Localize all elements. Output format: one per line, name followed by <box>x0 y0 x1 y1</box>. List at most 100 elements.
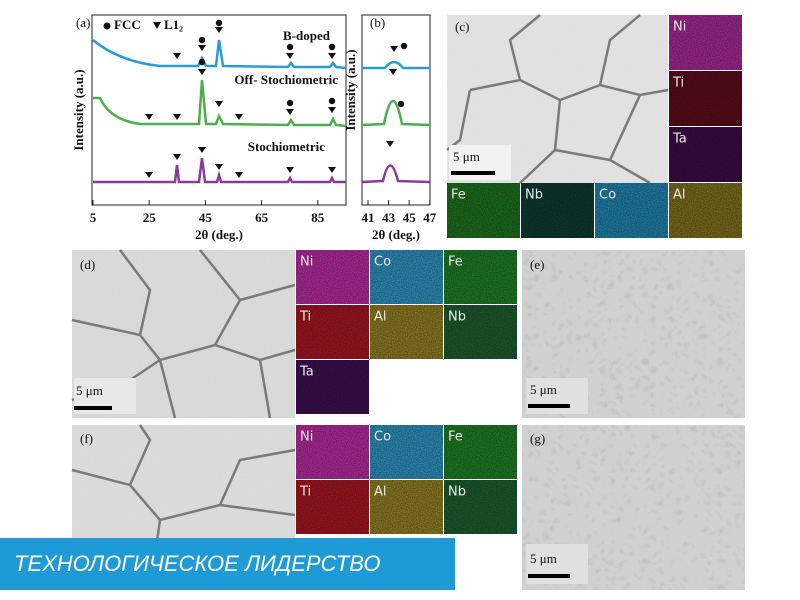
map-texture <box>370 250 443 304</box>
peak-marker <box>215 19 223 27</box>
grain-boundary <box>71 424 296 591</box>
peak-marker <box>215 101 223 107</box>
peak-marker <box>286 167 294 173</box>
element-label: Nb <box>448 310 466 325</box>
element-label: Ta <box>299 365 314 380</box>
map-texture <box>370 425 443 479</box>
x-tick-label: 43 <box>382 210 396 225</box>
peak-marker <box>397 100 405 108</box>
peak-marker <box>215 27 223 33</box>
map-texture <box>296 250 369 304</box>
panel-label: (f) <box>80 431 93 446</box>
x-tick-label: 5 <box>90 210 97 225</box>
scale-label: 5 μm <box>453 149 480 164</box>
peak-marker <box>173 154 181 160</box>
map-texture <box>669 183 742 238</box>
map-texture <box>296 305 369 359</box>
element-label: Ti <box>299 485 311 500</box>
panel-label: (e) <box>530 257 544 272</box>
peak-marker <box>235 114 243 120</box>
peak-marker <box>286 109 294 115</box>
xrd-trace <box>93 79 347 128</box>
map-texture <box>595 183 668 238</box>
banner <box>0 538 455 590</box>
peak-marker <box>173 53 181 59</box>
element-label: Ti <box>299 310 311 325</box>
element-label: Nb <box>525 188 543 203</box>
map-texture <box>669 15 742 70</box>
panel-label: (g) <box>530 431 545 446</box>
peak-marker <box>328 167 336 173</box>
element-maps: Ni Ti Ta Fe Nb Co Al Ni Co Fe Ti Al Nb Ta Ni Co Fe Ti Al Nb <box>296 15 742 534</box>
plot-frame <box>91 14 347 206</box>
peak-marker <box>198 69 206 75</box>
x-tick-label: 47 <box>423 210 437 225</box>
y-axis-label: Intensity (a.u.) <box>343 49 358 130</box>
map-texture <box>521 183 594 238</box>
legend-label: FCC <box>114 17 141 32</box>
map-texture <box>370 480 443 534</box>
peak-marker <box>386 141 394 147</box>
peak-marker <box>198 58 206 66</box>
map-texture <box>444 480 517 534</box>
element-label: Ti <box>672 76 684 91</box>
x-axis-label: 2θ (deg.) <box>372 227 420 242</box>
peak-marker <box>173 114 181 120</box>
peak-marker <box>198 36 206 44</box>
xrd-trace <box>362 60 430 70</box>
x-tick-label: 85 <box>311 210 325 225</box>
xrd-trace <box>361 164 431 184</box>
xrd-trace <box>361 100 431 127</box>
map-texture <box>444 250 517 304</box>
xrd-trace <box>92 39 347 70</box>
peak-marker <box>145 172 153 178</box>
element-label: Nb <box>448 485 466 500</box>
x-tick-label: 45 <box>199 210 213 225</box>
legend-label: L1₂ <box>164 17 183 32</box>
element-label: Ni <box>673 20 686 35</box>
peak-marker <box>390 46 398 52</box>
legend-symbol <box>103 22 111 30</box>
peak-marker <box>389 69 397 75</box>
trace-label: Stochiometric <box>248 139 325 154</box>
element-label: Co <box>599 188 616 203</box>
peak-marker <box>400 42 408 50</box>
map-texture <box>296 360 369 414</box>
x-tick-label: 65 <box>255 210 269 225</box>
element-label: Al <box>374 310 387 325</box>
map-texture <box>444 305 517 359</box>
x-tick-label: 25 <box>143 210 157 225</box>
map-texture <box>669 71 742 126</box>
peak-marker <box>328 43 336 51</box>
panel-label: (a) <box>76 15 90 30</box>
element-label: Fe <box>448 255 463 270</box>
trace-label: Off- Stochiometric <box>234 72 338 87</box>
scale-label: 5 μm <box>76 383 103 398</box>
panel-label: (b) <box>370 15 385 30</box>
peak-marker <box>215 164 223 170</box>
xrd-trace <box>93 157 346 184</box>
x-tick-label: 41 <box>362 210 375 225</box>
map-texture <box>296 425 369 479</box>
x-tick-label: 45 <box>403 210 417 225</box>
panel-label: (d) <box>80 257 95 272</box>
peak-marker <box>286 43 294 51</box>
map-texture <box>444 425 517 479</box>
element-label: Al <box>673 188 686 203</box>
peak-marker <box>328 97 336 105</box>
peak-marker <box>198 45 206 51</box>
element-label: Fe <box>451 188 466 203</box>
trace-label: B-doped <box>283 28 331 43</box>
peak-marker <box>328 53 336 59</box>
element-label: Fe <box>448 430 463 445</box>
element-label: Ta <box>672 132 687 147</box>
scale-label: 5 μm <box>530 551 557 566</box>
map-texture <box>447 183 520 238</box>
grain-boundary <box>446 14 669 185</box>
element-label: Ni <box>300 430 313 445</box>
map-texture <box>370 305 443 359</box>
peak-marker <box>145 114 153 120</box>
peak-marker <box>198 147 206 153</box>
element-label: Al <box>374 485 387 500</box>
